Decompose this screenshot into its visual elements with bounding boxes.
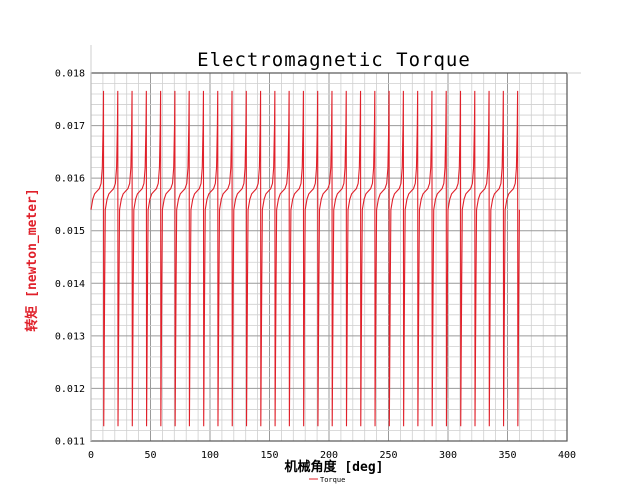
y-tick-label: 0.014 — [55, 279, 85, 290]
y-tick-label: 0.016 — [55, 174, 85, 185]
grid-layer — [90, 72, 568, 442]
chart-title: Electromagnetic Torque — [197, 49, 471, 71]
y-tick-label: 0.017 — [55, 121, 85, 132]
series-layer — [90, 90, 520, 427]
x-tick-labels: 0 50 100 150 200 250 300 350 400 — [88, 450, 576, 461]
x-tick-label: 300 — [439, 450, 457, 461]
x-tick-label: 200 — [320, 450, 338, 461]
y-tick-label: 0.013 — [55, 331, 85, 342]
y-tick-labels: 0.011 0.012 0.013 0.014 0.015 0.016 0.017 0.018 — [55, 69, 85, 448]
series-line-torque — [90, 90, 520, 427]
y-tick-label: 0.018 — [55, 69, 85, 80]
x-tick-label: 100 — [201, 450, 219, 461]
legend-label: Torque — [320, 476, 345, 484]
x-axis-title: 机械角度 [deg] — [285, 459, 384, 475]
y-tick-label: 0.011 — [55, 437, 85, 448]
plot-frame — [90, 45, 581, 442]
legend: Torque — [309, 476, 345, 484]
x-tick-label: 150 — [260, 450, 278, 461]
y-tick-label: 0.012 — [55, 384, 85, 395]
x-tick-label: 0 — [88, 450, 94, 461]
y-tick-label: 0.015 — [55, 226, 85, 237]
x-tick-label: 400 — [558, 450, 576, 461]
x-tick-label: 350 — [498, 450, 516, 461]
x-tick-label: 50 — [144, 450, 156, 461]
y-axis-title: 转矩 [newton_meter] — [24, 188, 40, 331]
x-tick-label: 250 — [379, 450, 397, 461]
